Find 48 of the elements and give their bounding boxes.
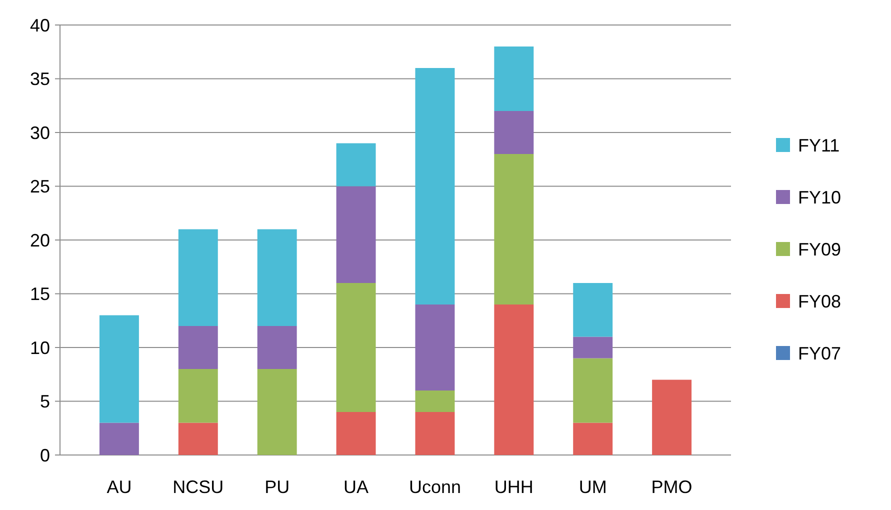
bar <box>415 304 455 390</box>
bar <box>573 283 613 337</box>
y-tick-label: 30 <box>30 122 50 143</box>
x-tick-label: PU <box>264 477 290 497</box>
y-tick-label: 10 <box>30 338 50 358</box>
legend-label: FY07 <box>798 343 842 364</box>
bar <box>257 326 297 369</box>
bar <box>99 422 139 455</box>
bar <box>573 358 613 423</box>
x-tick-label: Uconn <box>408 477 461 497</box>
x-tick-label: PMO <box>651 477 692 497</box>
bar <box>178 229 218 326</box>
bar <box>257 229 297 326</box>
bar <box>494 46 534 111</box>
bar <box>178 326 218 369</box>
y-tick-label: 5 <box>40 392 50 412</box>
bar <box>178 422 218 455</box>
legend-label: FY11 <box>798 135 840 156</box>
x-tick-label: UHH <box>494 477 534 497</box>
y-tick-label: 20 <box>30 230 50 250</box>
y-tick-label: 25 <box>30 176 50 197</box>
x-tick-label: UA <box>344 477 369 497</box>
bar <box>573 336 613 358</box>
bar <box>336 283 376 412</box>
bar <box>336 143 376 186</box>
y-tick-label: 0 <box>40 445 50 466</box>
bar <box>573 422 613 455</box>
bar <box>494 154 534 304</box>
bar <box>415 68 455 304</box>
bar <box>494 304 534 455</box>
bar <box>494 111 534 154</box>
bar <box>257 369 297 455</box>
bar <box>99 315 139 423</box>
bar <box>178 369 218 423</box>
bar <box>336 186 376 283</box>
legend-label: FY10 <box>798 187 842 208</box>
x-tick-label: AU <box>106 477 132 497</box>
bar <box>336 412 376 455</box>
legend-label: FY08 <box>798 291 842 312</box>
bar <box>415 390 455 412</box>
bar <box>652 380 692 455</box>
bar <box>415 412 455 455</box>
x-tick-label: NCSU <box>172 477 224 497</box>
legend-label: FY09 <box>798 239 842 260</box>
y-tick-label: 40 <box>30 15 50 36</box>
x-tick-label: UM <box>578 477 607 497</box>
y-tick-label: 15 <box>30 284 50 304</box>
y-tick-label: 35 <box>30 69 50 90</box>
